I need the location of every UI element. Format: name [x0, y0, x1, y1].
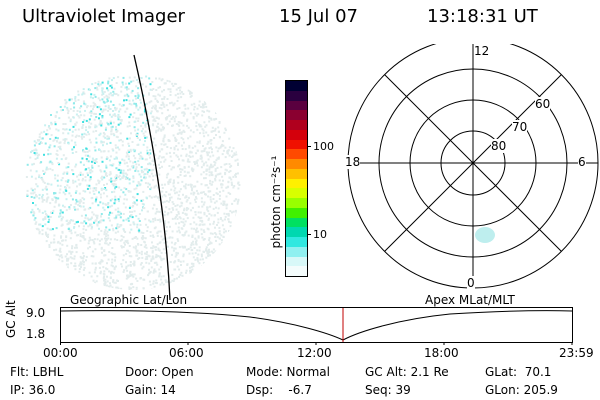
colorbar-band [286, 159, 307, 169]
mlat-label-80: 80 [491, 139, 507, 153]
timeline-ticks [60, 342, 573, 345]
colorbar-band [286, 110, 307, 120]
altitude-curve [60, 310, 573, 341]
colorbar-band [286, 139, 307, 150]
info-glat: GLat: 70.1 [485, 365, 552, 379]
mlt-label-0: 0 [467, 276, 475, 290]
mlt-label-12: 12 [474, 44, 490, 58]
colorbar-band [286, 100, 307, 111]
polar-plot [347, 44, 599, 289]
time-label: 13:18:31 UT [427, 6, 538, 27]
mlat-label-60: 60 [535, 97, 551, 111]
colorbar-band [286, 237, 307, 247]
colorbar-label-100: 100 [313, 140, 334, 153]
colorbar-band [286, 81, 307, 91]
mlt-line-diag-2 [384, 74, 562, 252]
colorbar-label-10: 10 [313, 228, 327, 241]
timeline-ylabel: GC Alt [4, 300, 18, 338]
colorbar-band [286, 90, 307, 101]
colorbar-band [286, 227, 307, 237]
timeline-ytick-low: 1.8 [26, 327, 46, 341]
timeline-xtick-1800: 18:00 [424, 346, 459, 360]
timeline-ytick-high: 9.0 [26, 306, 46, 320]
mlt-label-6: 6 [578, 155, 586, 169]
colorbar-band [286, 266, 307, 276]
colorbar-tick-10 [307, 234, 311, 235]
info-dsp: Dsp: -6.7 [246, 383, 312, 397]
timeline-title-right: Apex MLat/MLT [425, 293, 515, 307]
info-filter: Flt: LBHL [10, 365, 64, 379]
timeline-xtick-1200: 12:00 [297, 346, 332, 360]
colorbar-band [286, 129, 307, 140]
colorbar [285, 80, 308, 277]
app-title: Ultraviolet Imager [22, 6, 185, 27]
colorbar-band [286, 120, 307, 130]
info-mode: Mode: Normal [246, 365, 330, 379]
polar-emission-patch [475, 227, 495, 243]
colorbar-band [286, 188, 307, 198]
info-seq: Seq: 39 [365, 383, 411, 397]
colorbar-unit-label: photon cm⁻²s⁻¹ [269, 155, 283, 249]
uv-emission-speckle [25, 75, 241, 290]
mlat-label-70: 70 [512, 120, 528, 134]
timeline-xtick-2359: 23:59 [559, 346, 594, 360]
info-gain: Gain: 14 [125, 383, 176, 397]
orbit-altitude-track [60, 307, 573, 345]
info-gc-alt: GC Alt: 2.1 Re [365, 365, 449, 379]
colorbar-band [286, 246, 307, 257]
colorbar-band [286, 178, 307, 189]
colorbar-band [286, 256, 307, 267]
date-label: 15 Jul 07 [279, 6, 358, 27]
timeline-xtick-0000: 00:00 [43, 346, 78, 360]
colorbar-band [286, 149, 307, 159]
colorbar-band [286, 198, 307, 208]
colorbar-band [286, 217, 307, 228]
colorbar-band [286, 168, 307, 179]
info-glon: GLon: 205.9 [485, 383, 558, 397]
terminator-line [133, 54, 171, 300]
info-ip: IP: 36.0 [10, 383, 56, 397]
mlt-label-18: 18 [345, 155, 361, 169]
colorbar-band [286, 207, 307, 218]
timeline-title-left: Geographic Lat/Lon [70, 293, 188, 307]
colorbar-tick-100 [307, 146, 311, 147]
geographic-image [25, 54, 241, 300]
timeline-xtick-0600: 06:00 [169, 346, 204, 360]
info-door: Door: Open [125, 365, 194, 379]
